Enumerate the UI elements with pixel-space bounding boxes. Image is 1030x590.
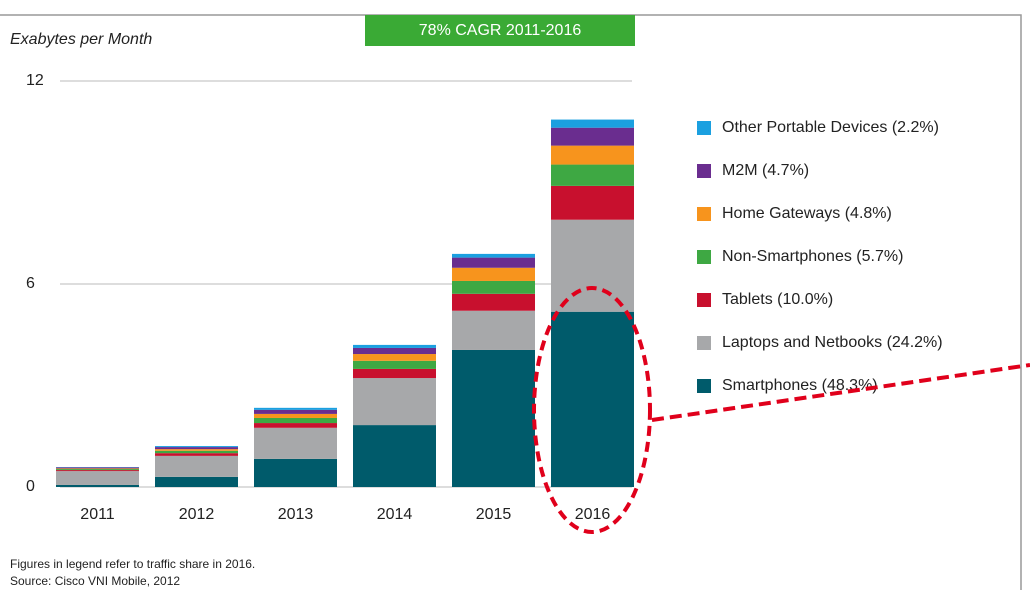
bar-segment	[56, 471, 139, 485]
annotation: 78% CAGR 2011-2016	[419, 22, 582, 39]
bar-segment	[551, 164, 634, 186]
legend-label: Other Portable Devices (2.2%)	[722, 119, 939, 136]
bar-segment	[551, 119, 634, 128]
bar-segment	[452, 267, 535, 281]
bar-segment	[353, 344, 436, 348]
bar-segment	[56, 468, 139, 470]
x-tick-label: 2012	[179, 506, 215, 523]
bar-segment	[452, 293, 535, 311]
highlight-ellipse	[532, 286, 652, 534]
bar-segment	[353, 378, 436, 426]
bar-segment	[56, 470, 139, 472]
bar-segment	[353, 354, 436, 361]
footnote: Figures in legend refer to traffic share…	[10, 557, 255, 571]
bar-segment	[551, 185, 634, 220]
bar-segment	[155, 453, 238, 456]
bar-segment	[551, 311, 634, 487]
legend-swatch	[697, 293, 711, 307]
legend-swatch	[697, 164, 711, 178]
bar-segment	[56, 467, 139, 469]
bar-segment	[353, 347, 436, 355]
legend-swatch	[697, 336, 711, 350]
legend-label: M2M (4.7%)	[722, 162, 809, 179]
bar-segment	[254, 417, 337, 424]
bar-segment	[452, 280, 535, 294]
x-tick-label: 2016	[575, 506, 611, 523]
bar-segment	[353, 368, 436, 379]
bar-segment	[452, 349, 535, 487]
y-axis-label: Exabytes per Month	[10, 31, 152, 48]
bar-segment	[155, 449, 238, 451]
bar-segment	[254, 423, 337, 428]
bar-segment	[155, 446, 238, 448]
legend-label: Tablets (10.0%)	[722, 291, 833, 308]
x-tick-label: 2011	[80, 506, 115, 523]
legend-swatch	[697, 379, 711, 393]
bar-segment	[254, 409, 337, 414]
x-tick-label: 2013	[278, 506, 314, 523]
footnote: Source: Cisco VNI Mobile, 2012	[10, 574, 180, 588]
legend-swatch	[697, 121, 711, 135]
bar-segment	[56, 469, 139, 471]
bar-segment	[155, 455, 238, 477]
legend-label: Home Gateways (4.8%)	[722, 205, 892, 222]
bar-segment	[551, 219, 634, 312]
bar-segment	[254, 458, 337, 487]
bar-segment	[254, 407, 337, 410]
highlight-line	[651, 363, 1030, 422]
bar-segment	[551, 127, 634, 146]
bar-segment	[551, 145, 634, 165]
legend-label: Smartphones (48.3%)	[722, 377, 878, 394]
bar-segment	[155, 447, 238, 450]
bar-segment	[452, 257, 535, 268]
bar-segment	[353, 425, 436, 487]
bar-segment	[155, 476, 238, 487]
bar-segment	[56, 484, 139, 487]
bar-segment	[452, 253, 535, 258]
legend-swatch	[697, 250, 711, 264]
legend-swatch	[697, 207, 711, 221]
bar-segment	[155, 450, 238, 454]
annotation-box	[365, 15, 635, 46]
y-tick-label: 6	[26, 275, 35, 292]
legend-label: Laptops and Netbooks (24.2%)	[722, 334, 943, 351]
bar-segment	[254, 413, 337, 418]
legend-label: Non-Smartphones (5.7%)	[722, 248, 903, 265]
bar-segment	[254, 427, 337, 459]
x-tick-label: 2014	[377, 506, 413, 523]
y-tick-label: 0	[26, 478, 35, 495]
bar-segment	[452, 310, 535, 350]
y-tick-label: 12	[26, 72, 44, 89]
x-tick-label: 2015	[476, 506, 512, 523]
bar-segment	[353, 360, 436, 369]
